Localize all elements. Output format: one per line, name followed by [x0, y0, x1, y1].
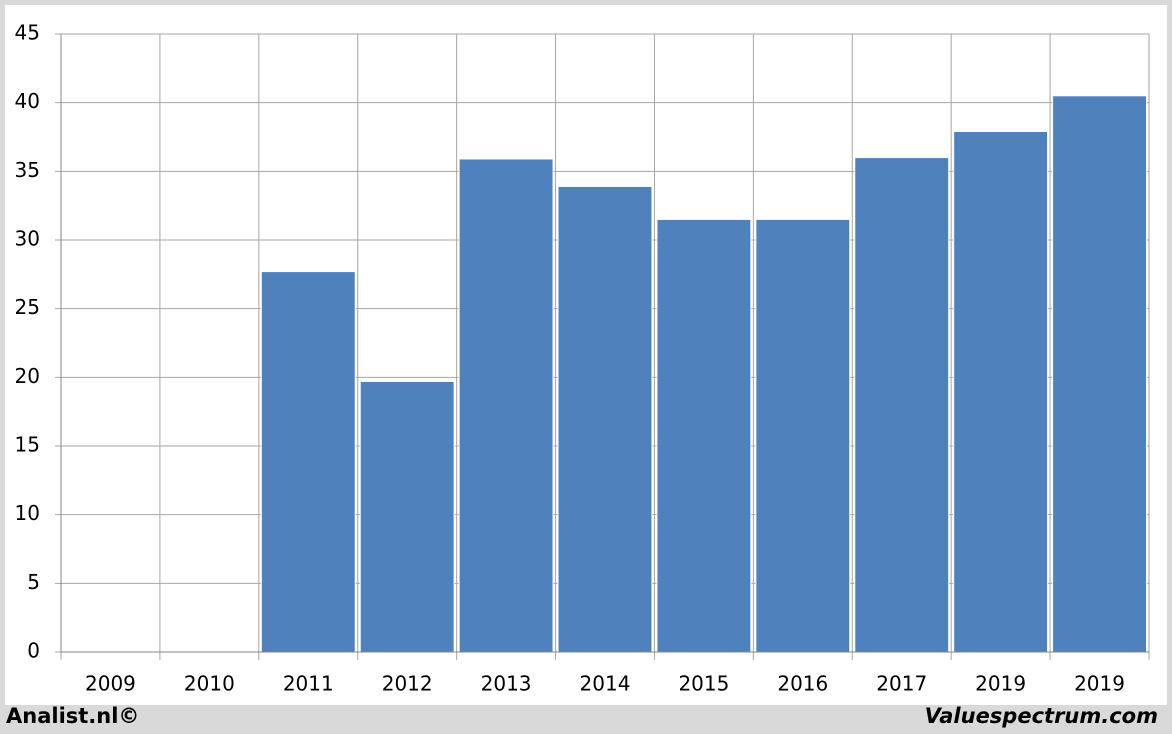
x-tick-label: 2014: [580, 672, 631, 696]
footer-right: Valuespectrum.com: [925, 704, 1158, 728]
y-tick-label: 30: [15, 227, 40, 251]
x-tick-label: 2012: [382, 672, 433, 696]
bar: [260, 271, 356, 653]
y-tick-label: 0: [27, 639, 40, 663]
x-tick-label: 2019: [1074, 672, 1125, 696]
bar: [755, 218, 851, 653]
x-tick-label: 2015: [678, 672, 729, 696]
y-tick-label: 25: [15, 295, 40, 319]
bar: [953, 131, 1049, 653]
footer-left: Analist.nl©: [6, 704, 139, 728]
x-tick-label: 2019: [975, 672, 1026, 696]
y-tick-label: 35: [15, 158, 40, 182]
bar: [359, 380, 455, 653]
y-tick-label: 20: [15, 364, 40, 388]
bar: [854, 157, 950, 653]
bar: [458, 158, 554, 653]
y-tick-label: 10: [15, 501, 40, 525]
x-tick-label: 2010: [184, 672, 235, 696]
y-tick-label: 40: [15, 89, 40, 113]
y-tick-label: 15: [15, 433, 40, 457]
x-tick-label: 2016: [777, 672, 828, 696]
x-tick-label: 2009: [85, 672, 136, 696]
bar: [1052, 95, 1148, 653]
x-tick-label: 2011: [283, 672, 334, 696]
x-tick-label: 2017: [876, 672, 927, 696]
bar: [656, 218, 752, 653]
bar: [557, 185, 653, 653]
y-tick-label: 5: [27, 570, 40, 594]
y-tick-label: 45: [15, 21, 40, 45]
x-tick-label: 2013: [481, 672, 532, 696]
